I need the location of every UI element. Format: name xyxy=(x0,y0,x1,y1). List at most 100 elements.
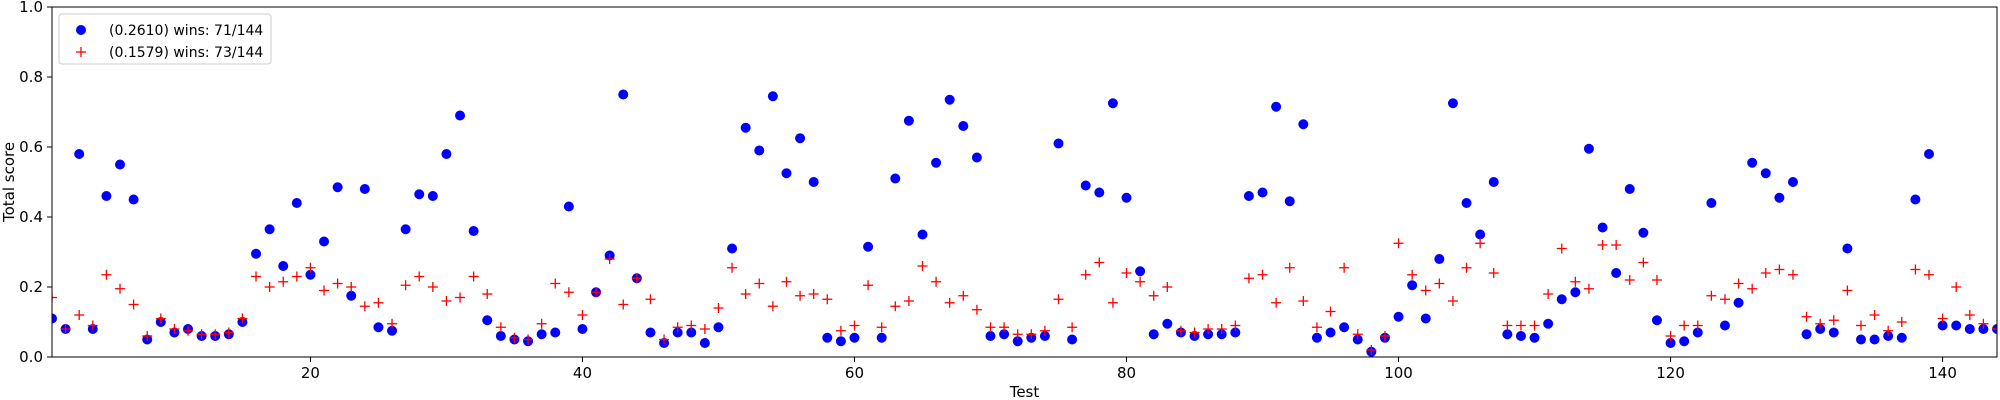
data-point-plus xyxy=(1175,325,1186,336)
data-point-plus xyxy=(727,262,738,273)
data-point-plus xyxy=(1570,276,1581,287)
data-point-circle xyxy=(1733,297,1744,308)
data-point-circle xyxy=(251,248,262,259)
data-point-circle xyxy=(931,157,942,168)
data-point-plus xyxy=(1923,269,1934,280)
y-tick-label: 0.2 xyxy=(19,278,43,296)
data-point-plus xyxy=(264,282,275,292)
legend-label: (0.1579) wins: 73/144 xyxy=(109,45,263,61)
data-point-plus xyxy=(699,324,710,334)
legend-label: (0.2610) wins: 71/144 xyxy=(109,23,263,39)
data-point-plus xyxy=(223,327,234,338)
x-tick-label: 140 xyxy=(1928,364,1957,382)
data-point-plus xyxy=(890,301,901,312)
data-point-circle xyxy=(1067,334,1078,345)
data-point-circle xyxy=(713,322,724,333)
data-point-circle xyxy=(400,224,411,235)
data-point-circle xyxy=(876,332,887,343)
data-point-circle xyxy=(346,290,357,301)
data-point-circle xyxy=(1910,194,1921,205)
data-point-plus xyxy=(1543,289,1554,299)
data-point-plus xyxy=(1325,306,1336,317)
data-point-circle xyxy=(455,110,466,121)
data-point-circle xyxy=(1339,322,1350,333)
data-point-circle xyxy=(468,226,479,236)
y-tick-label: 0.6 xyxy=(19,138,43,156)
data-point-plus xyxy=(536,318,547,329)
data-marks xyxy=(52,89,1997,357)
data-point-circle xyxy=(1012,336,1023,347)
data-point-plus xyxy=(1855,320,1866,331)
legend-items: (0.2610) wins: 71/144 (0.1579) wins: 73/1… xyxy=(76,23,263,61)
data-point-plus xyxy=(631,273,642,284)
data-point-plus xyxy=(1053,294,1064,305)
data-point-circle xyxy=(1937,320,1948,331)
data-point-plus xyxy=(196,329,207,340)
x-tick-label: 80 xyxy=(1117,364,1136,382)
data-point-plus xyxy=(985,322,996,333)
data-point-plus xyxy=(618,299,629,310)
data-point-plus xyxy=(1733,278,1744,289)
data-point-circle xyxy=(890,173,901,184)
data-point-plus xyxy=(1719,294,1730,305)
data-point-plus xyxy=(455,292,466,303)
data-point-circle xyxy=(1393,311,1404,322)
data-point-circle xyxy=(1135,266,1146,277)
data-point-plus xyxy=(142,331,153,341)
data-point-plus xyxy=(1094,257,1105,268)
data-point-circle xyxy=(1053,138,1064,149)
x-tick-label: 100 xyxy=(1384,364,1413,382)
data-point-plus xyxy=(115,283,126,294)
data-point-plus xyxy=(1461,262,1472,273)
data-point-plus xyxy=(1597,240,1608,250)
data-point-plus xyxy=(1067,322,1078,333)
data-point-plus xyxy=(373,297,384,308)
data-point-plus xyxy=(1352,329,1363,340)
data-point-circle xyxy=(441,149,452,159)
data-point-plus xyxy=(645,294,656,305)
data-point-circle xyxy=(1706,198,1717,208)
data-point-plus xyxy=(251,271,262,282)
data-point-circle xyxy=(1964,324,1975,334)
data-point-plus xyxy=(1815,318,1826,329)
legend-marker-plus xyxy=(76,47,86,57)
data-point-plus xyxy=(1148,290,1159,301)
data-point-plus xyxy=(1787,269,1798,280)
data-point-circle xyxy=(278,261,289,271)
data-point-circle xyxy=(1747,157,1758,168)
data-point-circle xyxy=(1461,198,1472,208)
data-point-circle xyxy=(618,89,629,100)
data-point-plus xyxy=(686,320,697,331)
data-point-plus xyxy=(210,329,221,340)
data-point-plus xyxy=(1339,262,1350,273)
data-point-circle xyxy=(577,324,588,334)
data-point-plus xyxy=(1638,257,1649,268)
data-point-circle xyxy=(1243,191,1254,201)
data-point-plus xyxy=(482,289,493,299)
data-point-plus xyxy=(1447,296,1458,306)
data-point-plus xyxy=(1679,320,1690,331)
data-point-plus xyxy=(523,334,534,345)
y-tick-label: 0.8 xyxy=(19,68,43,86)
data-point-circle xyxy=(291,198,302,208)
data-point-plus xyxy=(1964,310,1975,320)
axes-frame xyxy=(51,6,1998,358)
data-point-circle xyxy=(1475,229,1486,240)
data-point-plus xyxy=(1135,276,1146,287)
data-point-plus xyxy=(1896,317,1907,327)
data-point-plus xyxy=(346,282,357,292)
data-point-circle xyxy=(699,338,710,348)
data-point-circle xyxy=(563,201,574,212)
data-point-plus xyxy=(155,313,166,324)
data-point-plus xyxy=(441,296,452,306)
data-point-plus xyxy=(1420,285,1431,296)
data-point-circle xyxy=(686,327,697,338)
data-point-plus xyxy=(1162,282,1173,292)
data-point-circle xyxy=(863,241,874,252)
data-point-plus xyxy=(1992,324,1997,334)
data-point-plus xyxy=(1624,275,1635,285)
data-point-plus xyxy=(1311,322,1322,333)
data-point-circle xyxy=(808,177,819,187)
data-point-circle xyxy=(1896,332,1907,343)
data-point-plus xyxy=(1230,320,1241,331)
